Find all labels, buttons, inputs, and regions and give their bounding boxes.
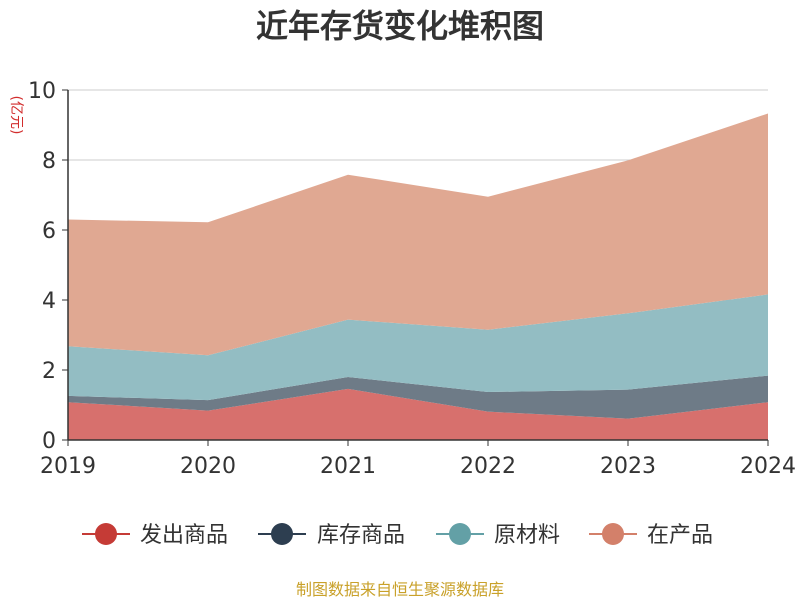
legend-label-1: 发出商品 (140, 523, 228, 548)
x-tick-label-2019: 2019 (40, 454, 96, 479)
area-series-1[interactable] (68, 388, 768, 440)
source-note: 制图数据来自恒生聚源数据库 (296, 580, 504, 599)
legend-item-4[interactable]: 在产品 (589, 523, 713, 548)
y-tick-label-4: 4 (42, 289, 56, 314)
y-tick-label-10: 10 (28, 79, 56, 104)
y-tick-label-2: 2 (42, 359, 56, 384)
legend-label-4: 在产品 (647, 523, 713, 548)
axis-layer: 0 2 4 6 8 10 2019 2020 2021 2022 2023 2024 (28, 79, 796, 479)
area-series-2[interactable] (68, 375, 768, 419)
area-layer (68, 113, 768, 440)
x-tick-label-2022: 2022 (460, 454, 516, 479)
legend-label-2: 库存商品 (317, 523, 405, 548)
x-tick-label-2021: 2021 (320, 454, 376, 479)
x-tick-label-2020: 2020 (180, 454, 236, 479)
area-series-4[interactable] (68, 113, 768, 356)
x-tick-label-2023: 2023 (600, 454, 656, 479)
y-tick-label-8: 8 (42, 149, 56, 174)
y-tick-label-6: 6 (42, 219, 56, 244)
legend-item-1[interactable]: 发出商品 (82, 523, 228, 548)
area-series-3[interactable] (68, 294, 768, 401)
legend-item-3[interactable]: 原材料 (436, 523, 560, 548)
legend-marker-4 (602, 523, 624, 545)
legend-label-3: 原材料 (494, 523, 560, 548)
y-tick-label-0: 0 (42, 429, 56, 454)
x-tick-label-2024: 2024 (740, 454, 796, 479)
legend-marker-3 (449, 523, 471, 545)
legend-marker-2 (271, 523, 293, 545)
legend: 发出商品 库存商品 原材料 在产品 (82, 523, 713, 548)
y-axis-label: (亿元) (8, 96, 24, 135)
chart-title: 近年存货变化堆积图 (256, 7, 544, 45)
legend-marker-1 (95, 523, 117, 545)
legend-item-2[interactable]: 库存商品 (258, 523, 405, 548)
